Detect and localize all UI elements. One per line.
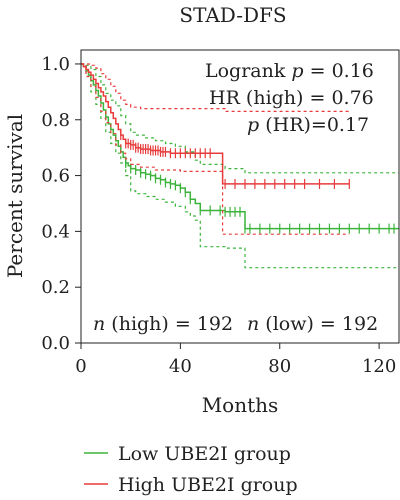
x-axis-label: Months: [202, 393, 279, 417]
x-axis: 0 40 80 120: [75, 343, 396, 377]
plot-frame: [80, 49, 400, 344]
chart-title: STAD-DFS: [179, 3, 286, 27]
y-tick-label: 0.4: [41, 221, 70, 242]
y-tick-label: 0.6: [41, 166, 70, 187]
y-tick-label: 0.0: [41, 333, 70, 354]
legend-label-high: High UBE2I group: [118, 474, 298, 496]
x-tick-label: 40: [169, 356, 192, 377]
hr-annotation: HR (high) = 0.76: [209, 87, 374, 109]
y-tick-label: 1.0: [41, 54, 70, 75]
logrank-annotation: Logrank p = 0.16: [205, 60, 374, 82]
y-tick-label: 0.2: [41, 277, 70, 298]
ci-upper-high: [81, 63, 350, 112]
survival-curve-high: [81, 63, 350, 185]
n-low-annotation: n (low) = 192: [247, 313, 378, 335]
series-high: [81, 63, 350, 235]
plot-area: [81, 63, 399, 269]
legend: Low UBE2I group High UBE2I group: [84, 443, 298, 496]
y-axis: 0.0 0.2 0.4 0.6 0.8 1.0: [41, 54, 81, 354]
x-tick-label: 120: [362, 356, 396, 377]
ci-lower-high: [81, 63, 350, 235]
x-tick-label: 80: [268, 356, 291, 377]
legend-label-low: Low UBE2I group: [118, 443, 291, 465]
y-tick-label: 0.8: [41, 110, 70, 131]
ci-upper-low: [81, 63, 399, 174]
y-axis-label: Percent survival: [3, 114, 27, 278]
p-hr-annotation: p (HR)=0.17: [247, 114, 369, 136]
survival-curve-low: [81, 63, 399, 230]
n-high-annotation: n (high) = 192: [93, 313, 233, 335]
x-tick-label: 0: [75, 356, 86, 377]
